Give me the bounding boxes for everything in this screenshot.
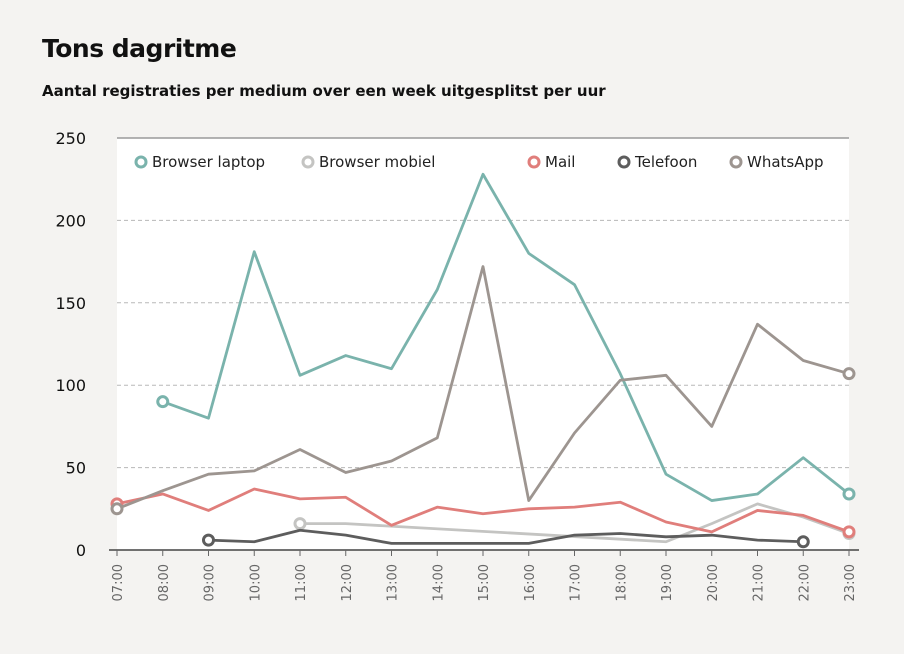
series-line: [116, 487, 850, 534]
legend-marker: [617, 155, 631, 169]
series-line: [116, 265, 850, 511]
series-line: [162, 172, 850, 502]
y-axis-ticks: 0 50 100 150 200 250: [55, 129, 86, 560]
x-tick-label: 16:00: [523, 564, 538, 601]
x-tick-label: 20:00: [706, 564, 721, 601]
series-endpoint-marker: [202, 533, 215, 547]
legend-marker: [729, 155, 743, 169]
x-tick-label: 18:00: [614, 564, 629, 601]
x-tick-label: 21:00: [752, 564, 767, 601]
x-tick-label: 14:00: [431, 564, 446, 601]
y-tick-label: 150: [55, 294, 86, 313]
legend-label: Browser mobiel: [319, 153, 435, 171]
chart-subtitle: Aantal registraties per medium over een …: [42, 82, 606, 100]
plot-area: [117, 138, 849, 550]
y-tick-label: 200: [55, 211, 86, 230]
series-endpoint-marker: [842, 525, 856, 539]
series-endpoint-marker: [156, 395, 170, 409]
series-endpoint-marker: [842, 367, 856, 381]
grid-lines: [117, 137, 849, 550]
legend: Browser laptop Browser mobiel Mail Telefoon…: [134, 153, 824, 171]
chart-title: Tons dagritme: [42, 34, 237, 63]
legend-label: Telefoon: [634, 153, 697, 171]
x-tick-label: 15:00: [477, 564, 492, 601]
x-tick-label: 12:00: [340, 564, 355, 601]
series-line: [208, 528, 804, 545]
legend-marker: [301, 155, 315, 169]
series-lines: [110, 172, 856, 549]
x-tick-label: 17:00: [569, 564, 584, 601]
x-axis-ticks: 07:00 08:00 09:00 10:00 11:00 12:00 13:00 14:00…: [111, 550, 858, 601]
series-endpoint-marker: [293, 517, 307, 531]
y-tick-label: 100: [55, 376, 86, 395]
x-tick-label: 11:00: [294, 564, 309, 601]
legend-label: WhatsApp: [747, 153, 824, 171]
x-tick-label: 08:00: [157, 564, 172, 601]
legend-label: Browser laptop: [152, 153, 265, 171]
legend-label: Mail: [545, 153, 575, 171]
y-tick-label: 250: [55, 129, 86, 148]
series-endpoint-marker: [110, 502, 124, 516]
y-tick-label: 0: [76, 541, 86, 560]
y-tick-label: 50: [66, 459, 86, 478]
legend-marker: [134, 155, 148, 169]
series-line: [300, 502, 850, 544]
x-tick-label: 10:00: [248, 564, 263, 601]
x-tick-label: 09:00: [203, 564, 218, 601]
x-tick-label: 13:00: [386, 564, 401, 601]
x-tick-label: 07:00: [111, 564, 126, 601]
x-tick-label: 23:00: [843, 564, 858, 601]
x-tick-label: 22:00: [797, 564, 812, 601]
series-endpoint-marker: [796, 535, 810, 549]
x-tick-label: 19:00: [660, 564, 675, 601]
series-endpoint-marker: [842, 487, 856, 501]
legend-marker: [527, 155, 541, 169]
